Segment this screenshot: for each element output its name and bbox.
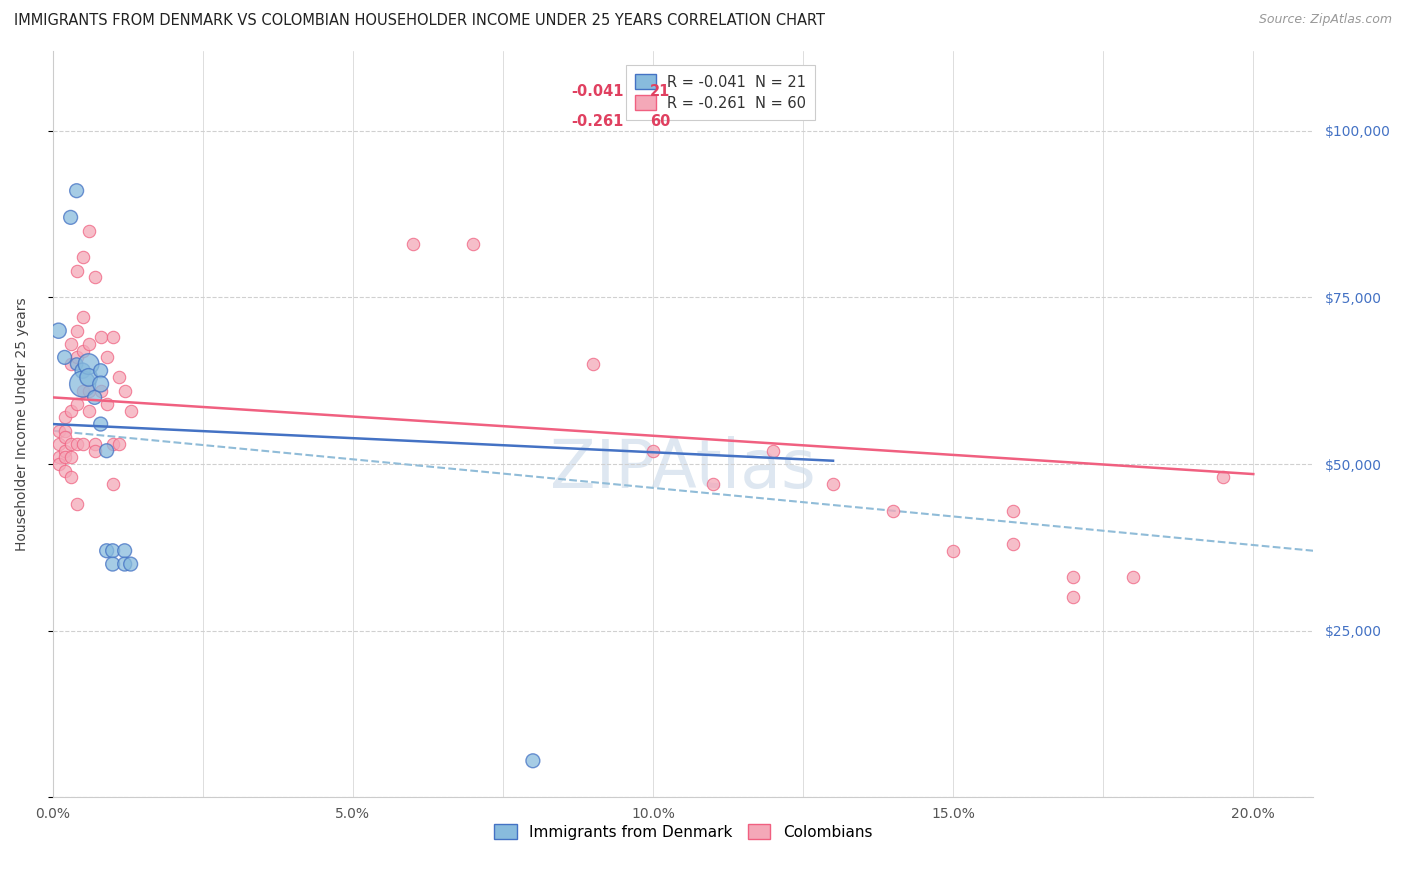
Point <box>77 370 100 384</box>
Point <box>65 397 87 411</box>
Point <box>90 377 112 392</box>
Point <box>101 557 124 571</box>
Point <box>72 384 94 398</box>
Point <box>90 330 112 344</box>
Point <box>72 310 94 325</box>
Point <box>96 543 118 558</box>
Point <box>65 184 87 198</box>
Text: IMMIGRANTS FROM DENMARK VS COLOMBIAN HOUSEHOLDER INCOME UNDER 25 YEARS CORRELATI: IMMIGRANTS FROM DENMARK VS COLOMBIAN HOU… <box>14 13 825 29</box>
Point <box>90 364 112 378</box>
Text: -0.041: -0.041 <box>571 84 623 99</box>
Point <box>114 543 136 558</box>
Point <box>65 497 87 511</box>
Point <box>59 470 82 484</box>
Text: 21: 21 <box>650 84 671 99</box>
Point <box>59 357 82 371</box>
Point <box>77 337 100 351</box>
Point <box>1002 537 1025 551</box>
Point <box>53 443 76 458</box>
Point <box>402 237 425 252</box>
Point <box>1122 570 1144 584</box>
Point <box>65 351 87 365</box>
Point <box>59 211 82 225</box>
Point <box>48 450 70 465</box>
Text: ZIPAtlas: ZIPAtlas <box>550 436 815 502</box>
Point <box>641 443 664 458</box>
Point <box>53 351 76 365</box>
Point <box>90 417 112 431</box>
Text: Source: ZipAtlas.com: Source: ZipAtlas.com <box>1258 13 1392 27</box>
Point <box>48 437 70 451</box>
Point <box>48 324 70 338</box>
Point <box>65 437 87 451</box>
Point <box>53 464 76 478</box>
Point <box>101 477 124 491</box>
Point <box>77 384 100 398</box>
Point <box>65 324 87 338</box>
Point <box>48 457 70 471</box>
Point <box>762 443 785 458</box>
Point <box>53 410 76 425</box>
Point <box>90 384 112 398</box>
Point <box>1062 570 1084 584</box>
Point <box>107 437 129 451</box>
Point <box>1002 504 1025 518</box>
Point <box>72 377 94 392</box>
Point <box>461 237 484 252</box>
Point <box>53 430 76 444</box>
Point <box>72 343 94 358</box>
Point <box>702 477 724 491</box>
Point <box>53 450 76 465</box>
Point <box>101 437 124 451</box>
Point <box>65 357 87 371</box>
Point <box>65 263 87 277</box>
Point <box>114 384 136 398</box>
Point <box>101 543 124 558</box>
Point <box>83 443 105 458</box>
Point <box>96 351 118 365</box>
Point <box>72 364 94 378</box>
Text: -0.261: -0.261 <box>571 114 623 129</box>
Point <box>83 437 105 451</box>
Point <box>53 424 76 438</box>
Point <box>107 370 129 384</box>
Point <box>821 477 844 491</box>
Point <box>77 357 100 371</box>
Point <box>1212 470 1234 484</box>
Point <box>96 397 118 411</box>
Point <box>83 270 105 285</box>
Point <box>120 403 142 417</box>
Point <box>77 224 100 238</box>
Text: 60: 60 <box>650 114 671 129</box>
Point <box>48 424 70 438</box>
Y-axis label: Householder Income Under 25 years: Householder Income Under 25 years <box>15 297 30 551</box>
Legend: Immigrants from Denmark, Colombians: Immigrants from Denmark, Colombians <box>488 818 879 846</box>
Point <box>522 754 544 768</box>
Point <box>582 357 605 371</box>
Point <box>83 391 105 405</box>
Point <box>96 443 118 458</box>
Point <box>72 251 94 265</box>
Point <box>72 437 94 451</box>
Point <box>59 437 82 451</box>
Point <box>942 543 965 558</box>
Point <box>77 403 100 417</box>
Point <box>1062 591 1084 605</box>
Point <box>101 330 124 344</box>
Point <box>59 403 82 417</box>
Point <box>120 557 142 571</box>
Point <box>59 337 82 351</box>
Point <box>59 450 82 465</box>
Point <box>114 557 136 571</box>
Point <box>882 504 904 518</box>
